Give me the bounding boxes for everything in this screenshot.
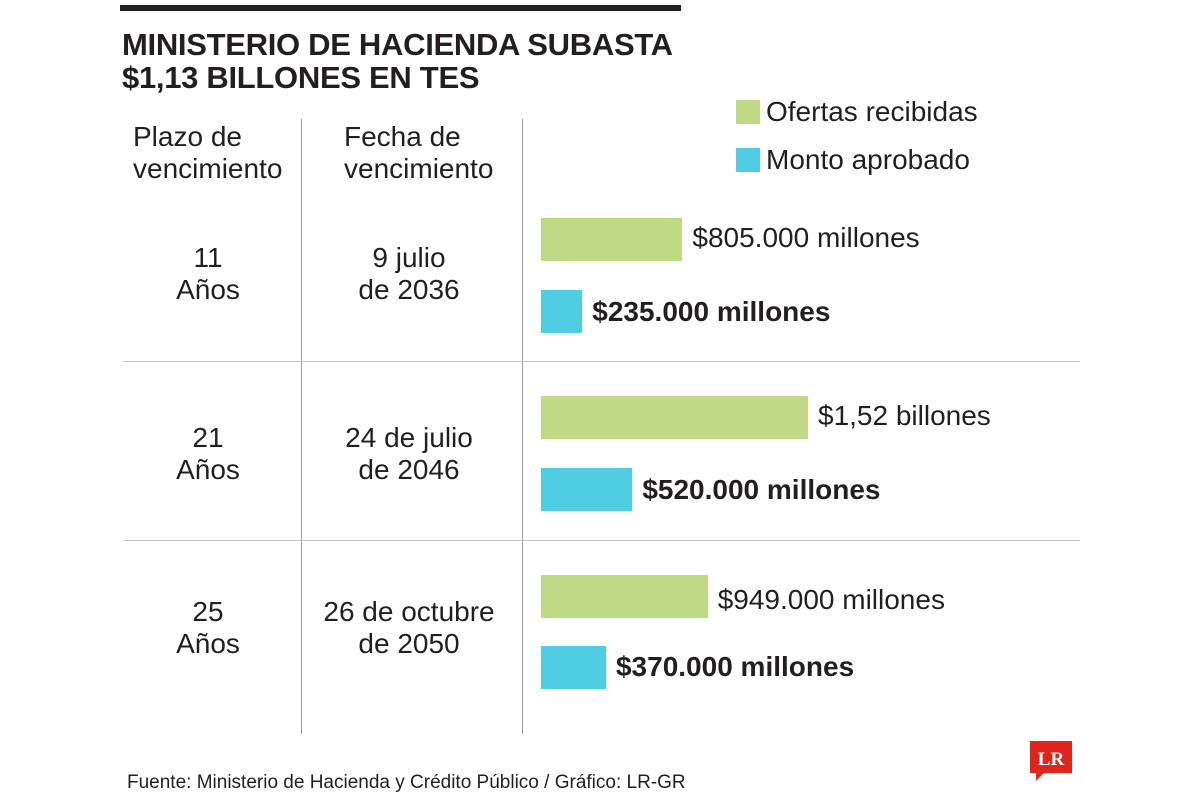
legend-label-aprobado: Monto aprobado (766, 144, 970, 175)
row-3-plazo-unit: Años (176, 628, 240, 659)
column-divider-1 (301, 119, 302, 734)
bar-label-row-1-ofertas: $805.000 millones (692, 222, 920, 253)
lr-logo: LR (1030, 741, 1072, 781)
bar-row-2-ofertas (541, 396, 808, 439)
row-1-fecha-line-1: 9 julio (372, 242, 446, 273)
legend: Ofertas recibidas Monto aprobado (736, 88, 978, 184)
column-header-fecha-line-2: vencimiento (344, 153, 494, 184)
row-3-fecha-line-1: 26 de octubre (323, 596, 495, 627)
bar-row-1-ofertas (541, 218, 683, 261)
bar-label-row-2-ofertas: $1,52 billones (818, 400, 991, 431)
lr-logo-shape (1030, 741, 1072, 781)
bar-row-3-ofertas (541, 575, 708, 618)
row-2-fecha-line-1: 24 de julio (345, 422, 473, 453)
top-rule (120, 5, 681, 11)
row-3-plazo: 25 Años (133, 596, 283, 660)
row-2-fecha: 24 de julio de 2046 (316, 422, 502, 486)
source-note: Fuente: Ministerio de Hacienda y Crédito… (127, 772, 686, 793)
chart-title-line-1: MINISTERIO DE HACIENDA SUBASTA (122, 27, 673, 62)
row-3-fecha-line-2: de 2050 (358, 628, 460, 659)
bar-row-3-aprobado (541, 646, 606, 689)
column-header-plazo-line-1: Plazo de (133, 121, 242, 152)
bar-label-row-3-ofertas: $949.000 millones (717, 584, 945, 615)
chart-title: MINISTERIO DE HACIENDA SUBASTA $1,13 BIL… (122, 28, 673, 94)
row-2-plazo-value: 21 (192, 422, 224, 453)
lr-logo-text: LR (1038, 749, 1065, 770)
row-divider-2 (123, 540, 1080, 541)
legend-item-aprobado: Monto aprobado (736, 136, 978, 184)
legend-item-ofertas: Ofertas recibidas (736, 88, 978, 136)
row-2-fecha-line-2: de 2046 (358, 454, 460, 485)
legend-swatch-ofertas (736, 100, 760, 124)
column-divider-2 (522, 119, 523, 734)
bar-label-row-1-aprobado: $235.000 millones (592, 296, 831, 327)
row-1-plazo-unit: Años (176, 274, 240, 305)
row-2-plazo-unit: Años (176, 454, 240, 485)
legend-label-ofertas: Ofertas recibidas (766, 96, 978, 127)
row-1-plazo-value: 11 (193, 242, 223, 273)
row-3-plazo-value: 25 (192, 596, 224, 627)
bar-row-2-aprobado (541, 468, 633, 511)
chart-title-line-2: $1,13 BILLONES EN TES (122, 60, 480, 95)
bar-label-row-2-aprobado: $520.000 millones (642, 474, 881, 505)
bar-label-row-3-aprobado: $370.000 millones (615, 651, 855, 682)
row-1-plazo: 11 Años (133, 242, 283, 306)
column-header-plazo: Plazo de vencimiento (133, 121, 282, 185)
legend-swatch-aprobado (736, 148, 760, 172)
column-header-fecha: Fecha de vencimiento (344, 121, 493, 185)
row-1-fecha: 9 julio de 2036 (316, 242, 502, 306)
row-3-fecha: 26 de octubre de 2050 (316, 596, 502, 660)
column-header-fecha-line-1: Fecha de (344, 121, 461, 152)
row-2-plazo: 21 Años (133, 422, 283, 486)
row-1-fecha-line-2: de 2036 (358, 274, 460, 305)
row-divider-1 (123, 361, 1080, 362)
column-header-plazo-line-2: vencimiento (133, 153, 283, 184)
bar-row-1-aprobado (541, 290, 583, 333)
